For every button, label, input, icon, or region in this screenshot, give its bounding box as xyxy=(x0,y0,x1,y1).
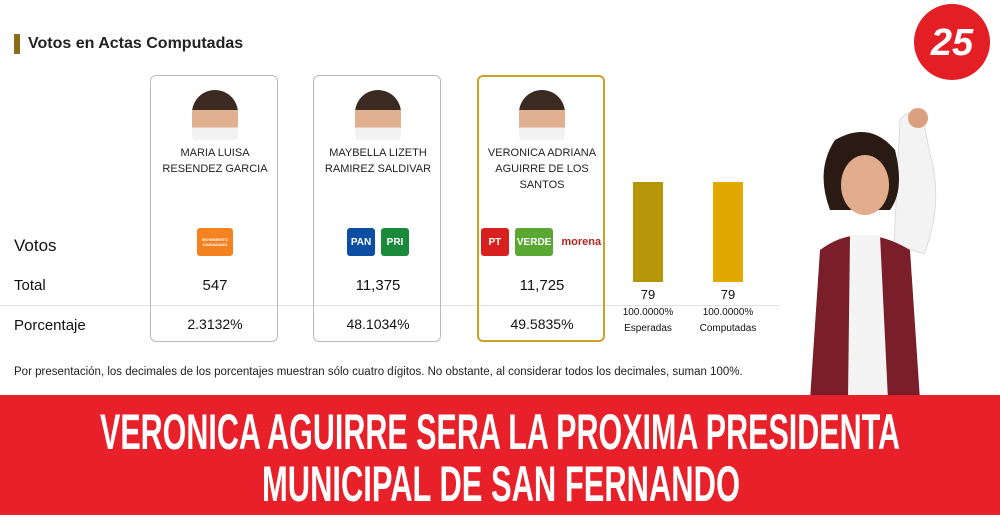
party-logos: MOVIMIENTO CIUDADANO xyxy=(150,228,280,256)
bar xyxy=(713,182,743,282)
candidate-percent: 48.1034% xyxy=(346,316,410,332)
row-label: Porcentaje xyxy=(14,317,86,334)
candidate-card xyxy=(477,75,605,342)
candidate-total: 11,375 xyxy=(355,277,401,294)
candidate-total: 11,725 xyxy=(519,277,565,294)
party-logo: PAN xyxy=(347,228,375,256)
header-title: Votos en Actas Computadas xyxy=(28,35,244,52)
logo-text: 25 xyxy=(930,22,974,64)
banner-line: MUNICIPAL DE SAN FERNANDO xyxy=(262,456,740,512)
candidate-name: MARIA LUISA RESENDEZ GARCIA xyxy=(162,147,268,175)
party-logo: PT xyxy=(480,228,509,256)
footnote: Por presentación, los decimales de los p… xyxy=(14,366,743,378)
bar-percent: 100.0000% xyxy=(622,307,674,318)
banner-line: VERONICA AGUIRRE SERA LA PROXIMA PRESIDE… xyxy=(100,404,900,460)
logo: 25 xyxy=(914,4,990,80)
row-divider xyxy=(0,305,780,306)
party-logo: MOVIMIENTO CIUDADANO xyxy=(197,228,233,256)
logo-circle xyxy=(914,4,990,80)
avatar xyxy=(355,90,401,140)
avatar xyxy=(519,90,565,140)
bar-label: Computadas xyxy=(699,323,757,334)
party-logo: morena xyxy=(561,236,602,248)
party-logo: PRI xyxy=(381,228,409,256)
avatar xyxy=(192,90,238,140)
candidate-card xyxy=(313,75,441,342)
row-label: Votos xyxy=(14,236,57,255)
bar xyxy=(633,182,663,282)
candidate-name: MAYBELLA LIZETH RAMIREZ SALDIVAR xyxy=(324,147,432,175)
party-logo: VERDE xyxy=(514,228,554,256)
bar-value: 79 xyxy=(640,287,656,302)
party-logos: PT VERDE morena xyxy=(477,228,607,256)
row-label: Total xyxy=(14,277,46,294)
candidate-card xyxy=(150,75,278,342)
candidate-total: 547 xyxy=(202,277,228,294)
candidate-photo xyxy=(810,108,937,400)
candidate-percent: 49.5835% xyxy=(510,316,574,332)
banner-bg xyxy=(0,395,1000,515)
banner: VERONICA AGUIRRE SERA LA PROXIMA PRESIDE… xyxy=(0,395,1000,515)
header-marker xyxy=(14,34,20,54)
candidate-name: VERONICA ADRIANA AGUIRRE DE LOS SANTOS xyxy=(487,147,597,191)
candidate-percent: 2.3132% xyxy=(187,316,243,332)
bar-label: Esperadas xyxy=(624,323,672,334)
bar-percent: 100.0000% xyxy=(702,307,754,318)
party-logos: PAN PRI xyxy=(313,228,443,256)
bar-value: 79 xyxy=(720,287,736,302)
